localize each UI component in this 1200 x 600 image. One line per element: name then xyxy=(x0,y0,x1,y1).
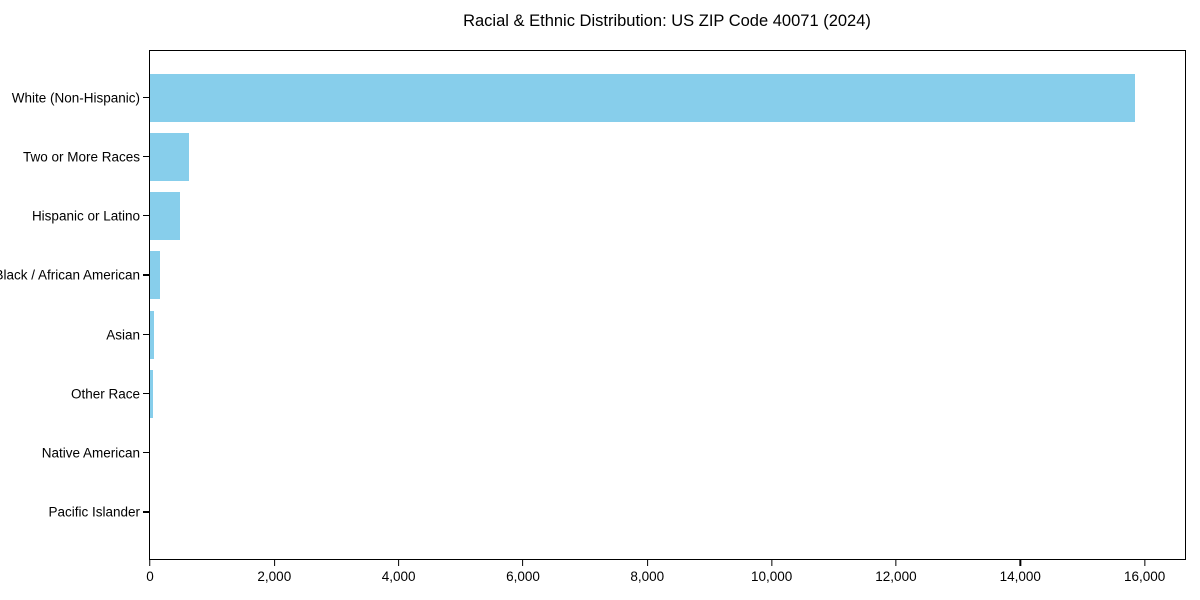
x-tick: 4,000 xyxy=(382,560,416,584)
x-tick-mark xyxy=(646,560,648,566)
chart-row: Two or More Races xyxy=(23,127,1185,186)
y-tick-label: Hispanic or Latino xyxy=(31,208,140,224)
x-tick: 14,000 xyxy=(1000,560,1041,584)
y-tick-label: Pacific Islander xyxy=(48,504,140,520)
chart-row: Pacific Islander xyxy=(48,483,1185,542)
y-tick-label: Asian xyxy=(106,327,140,343)
x-tick-mark xyxy=(398,560,400,566)
bar xyxy=(150,192,180,241)
x-tick-mark xyxy=(895,560,897,566)
x-tick-label: 4,000 xyxy=(381,569,416,584)
bar xyxy=(150,132,190,181)
plot-area: White (Non-Hispanic) Two or More Races His… xyxy=(0,50,1186,584)
chart-row: Black / African American xyxy=(0,246,1185,305)
chart-row: Hispanic or Latino xyxy=(32,187,1185,246)
x-tick-mark xyxy=(273,560,275,566)
chart-row: White (Non-Hispanic) xyxy=(12,68,1185,127)
x-tick: 12,000 xyxy=(875,560,917,584)
chart-row: Native American xyxy=(42,424,1185,483)
x-tick: 10,000 xyxy=(751,560,792,584)
y-tick-mark xyxy=(143,392,149,395)
chart-row: Other Race xyxy=(71,364,1185,423)
x-tick-mark xyxy=(149,560,151,566)
x-tick: 6,000 xyxy=(506,560,540,584)
x-tick-label: 10,000 xyxy=(750,569,793,584)
y-tick-label: Black / African American xyxy=(0,267,140,283)
bar xyxy=(150,369,153,418)
y-tick-mark xyxy=(143,511,149,513)
y-tick-mark xyxy=(143,155,149,158)
x-tick-label: 6,000 xyxy=(506,569,540,584)
y-tick-mark xyxy=(143,215,149,217)
x-tick-mark xyxy=(1019,560,1021,566)
x-tick-mark xyxy=(522,560,524,566)
bar xyxy=(150,310,155,359)
x-tick-label: 0 xyxy=(146,569,154,584)
x-tick: 2,000 xyxy=(257,560,291,584)
x-tick: 0 xyxy=(146,560,154,584)
y-tick-label: Native American xyxy=(41,445,140,461)
x-tick-mark xyxy=(1143,560,1146,566)
bars-container: White (Non-Hispanic) Two or More Races His… xyxy=(0,51,1185,559)
y-tick-label: White (Non-Hispanic) xyxy=(11,90,140,106)
bar xyxy=(150,73,1136,122)
x-tick-label: 12,000 xyxy=(875,569,917,584)
x-tick: 16,000 xyxy=(1124,560,1165,584)
x-tick-label: 2,000 xyxy=(257,569,292,584)
x-tick: 8,000 xyxy=(630,560,664,584)
y-tick-label: Other Race xyxy=(70,386,140,402)
x-tick-label: 8,000 xyxy=(630,569,665,584)
x-tick-label: 14,000 xyxy=(999,569,1041,584)
chart-row: Asian xyxy=(106,305,1185,364)
x-tick-mark xyxy=(771,560,773,566)
y-tick-mark xyxy=(143,96,149,98)
bar xyxy=(150,251,160,300)
y-tick-label: Two or More Races xyxy=(22,149,140,165)
y-tick-mark xyxy=(143,274,149,276)
x-tick-label: 16,000 xyxy=(1123,569,1166,584)
y-tick-mark xyxy=(143,333,149,335)
y-tick-mark xyxy=(143,452,149,454)
x-axis-ticks: 0 2,000 4,000 6,000 8,000 10,000 12,000 14,000 1… xyxy=(146,559,1185,593)
chart-title: Racial & Ethnic Distribution: US ZIP Cod… xyxy=(463,12,871,30)
